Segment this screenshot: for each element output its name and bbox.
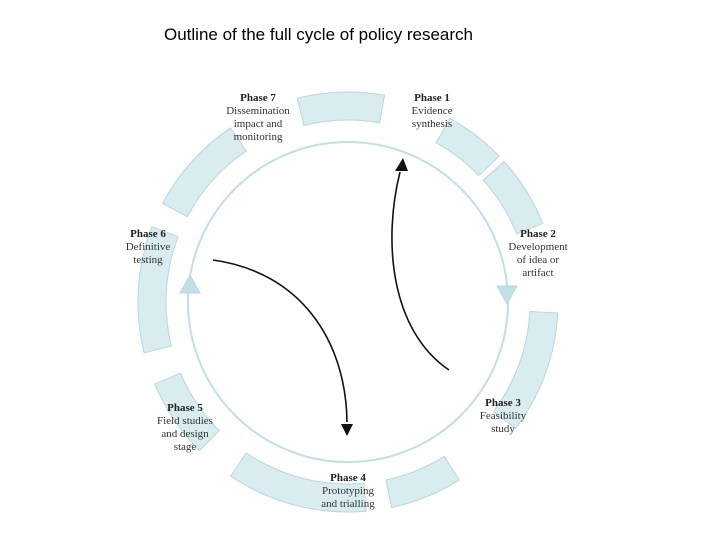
cycle-segment-2	[435, 117, 500, 177]
cycle-segment-7	[154, 372, 221, 452]
svg-text:Prototyping: Prototyping	[322, 485, 374, 497]
svg-text:Dissemination: Dissemination	[226, 105, 290, 117]
svg-text:Definitive: Definitive	[126, 241, 171, 253]
svg-text:synthesis: synthesis	[412, 118, 452, 130]
phase-label-1: Phase 1 Evidence synthesis	[412, 92, 453, 130]
cycle-segment-1	[296, 91, 386, 127]
svg-text:Phase 7: Phase 7	[240, 92, 276, 104]
ring-arrowhead-up	[179, 273, 201, 294]
svg-text:Phase 6: Phase 6	[130, 228, 166, 240]
phase-label-3: Phase 3 Feasibility study	[480, 397, 527, 435]
cycle-segment-9	[161, 127, 247, 218]
svg-text:Phase 4: Phase 4	[330, 472, 366, 484]
ring-arrowheads	[179, 273, 518, 306]
svg-text:Evidence: Evidence	[412, 105, 453, 117]
svg-text:Phase 3: Phase 3	[485, 397, 521, 409]
svg-text:monitoring: monitoring	[234, 131, 283, 143]
cycle-segment-8	[137, 226, 179, 354]
svg-text:Field studies: Field studies	[157, 415, 213, 427]
cycle-segments	[137, 91, 559, 513]
svg-text:artifact: artifact	[522, 267, 553, 279]
ring-arrowhead-down	[496, 285, 518, 306]
svg-text:of idea or: of idea or	[517, 254, 559, 266]
svg-text:impact and: impact and	[234, 118, 283, 130]
inner-ring	[187, 141, 509, 463]
svg-text:Phase 1: Phase 1	[414, 92, 450, 104]
svg-text:and trialling: and trialling	[321, 498, 375, 510]
cycle-segment-6	[229, 452, 367, 513]
cross-arrows	[212, 158, 450, 436]
phase-label-5: Phase 5 Field studies and design stage	[157, 402, 213, 453]
arrowhead-left-down	[341, 424, 353, 436]
phase-label-4: Phase 4 Prototyping and trialling	[321, 472, 375, 510]
svg-text:Development: Development	[508, 241, 567, 253]
svg-text:testing: testing	[133, 254, 163, 266]
svg-text:Feasibility: Feasibility	[480, 410, 527, 422]
svg-text:study: study	[491, 423, 515, 435]
cycle-segment-4	[492, 310, 559, 430]
phase-label-6: Phase 6 Definitive testing	[126, 228, 171, 266]
phase-label-7: Phase 7 Dissemination impact and monitor…	[226, 92, 290, 143]
svg-text:Phase 2: Phase 2	[520, 228, 556, 240]
svg-text:and design: and design	[161, 428, 209, 440]
arrowhead-right-up	[395, 158, 408, 171]
svg-text:stage: stage	[174, 441, 197, 453]
cycle-segment-3	[482, 160, 544, 235]
cycle-segment-5	[385, 455, 460, 508]
phase-label-2: Phase 2 Development of idea or artifact	[508, 228, 567, 279]
svg-text:Phase 5: Phase 5	[167, 402, 203, 414]
diagram-title: Outline of the full cycle of policy rese…	[164, 25, 473, 44]
arrow-curve-right	[391, 171, 450, 371]
arrow-curve-left	[212, 259, 348, 423]
